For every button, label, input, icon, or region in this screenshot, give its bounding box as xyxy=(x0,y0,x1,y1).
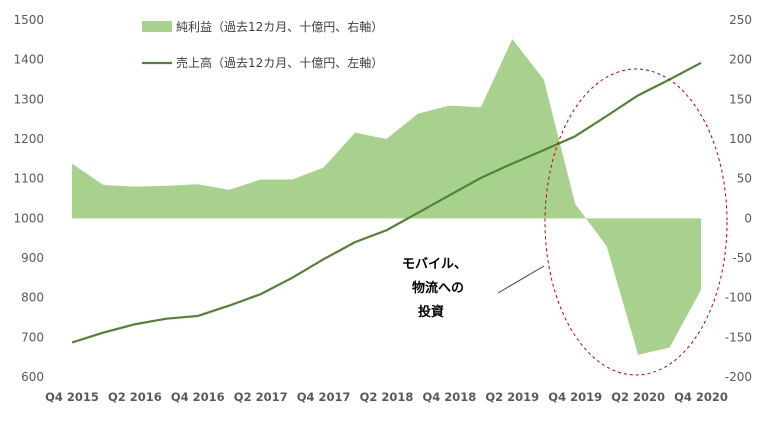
x-tick-label: Q2 2017 xyxy=(234,390,288,404)
left-tick-label: 800 xyxy=(21,291,44,305)
annotation-line-1: モバイル、 xyxy=(402,257,467,272)
right-tick-label: 150 xyxy=(729,92,752,106)
right-tick-label: 250 xyxy=(729,13,752,27)
right-axis: -200 -150 -100 -50 0 50 100 150 200 250 xyxy=(725,13,752,384)
x-axis: Q4 2015 Q2 2016 Q4 2016 Q2 2017 Q4 2017 Q2 20… xyxy=(45,390,728,404)
left-tick-label: 1400 xyxy=(13,53,44,67)
right-tick-label: 200 xyxy=(729,53,752,67)
x-tick-label: Q2 2020 xyxy=(611,390,665,404)
x-tick-label: Q4 2015 xyxy=(45,390,99,404)
left-tick-label: 600 xyxy=(21,370,44,384)
highlight-ellipse xyxy=(544,68,728,376)
legend-swatch-net-income xyxy=(142,21,172,32)
left-tick-label: 900 xyxy=(21,251,44,265)
legend: 純利益（過去12カ月、十億円、右軸） 売上高（過去12カ月、十億円、左軸） xyxy=(142,19,383,70)
right-tick-label: -150 xyxy=(725,330,752,344)
x-tick-label: Q2 2016 xyxy=(108,390,162,404)
annotation-line-2: 物流への xyxy=(412,280,464,296)
net-income-area-layer xyxy=(71,39,702,355)
annotation-line-3: 投資 xyxy=(418,304,444,320)
left-tick-label: 1000 xyxy=(13,211,44,225)
right-tick-label: -50 xyxy=(732,251,752,265)
left-tick-label: 1500 xyxy=(13,13,44,27)
right-tick-label: 50 xyxy=(737,172,752,186)
x-tick-label: Q4 2016 xyxy=(171,390,225,404)
x-tick-label: Q4 2018 xyxy=(423,390,477,404)
right-tick-label: -200 xyxy=(725,370,752,384)
right-tick-label: -100 xyxy=(725,291,752,305)
right-tick-label: 100 xyxy=(729,132,752,146)
legend-label-net-income: 純利益（過去12カ月、十億円、右軸） xyxy=(176,19,383,34)
left-tick-label: 1200 xyxy=(13,132,44,146)
legend-label-revenue: 売上高（過去12カ月、十億円、左軸） xyxy=(176,55,383,70)
x-tick-label: Q4 2020 xyxy=(674,390,728,404)
x-tick-label: Q2 2018 xyxy=(360,390,414,404)
annotation-pointer-line xyxy=(497,265,545,294)
left-axis: 600 700 800 900 1000 1100 1200 1300 1400 1500 xyxy=(13,13,44,384)
x-tick-label: Q4 2019 xyxy=(548,390,602,404)
left-tick-label: 1100 xyxy=(13,172,44,186)
x-tick-label: Q2 2019 xyxy=(485,390,539,404)
x-tick-label: Q4 2017 xyxy=(297,390,351,404)
revenue-line-layer xyxy=(71,61,702,344)
left-tick-label: 700 xyxy=(21,330,44,344)
right-tick-label: 0 xyxy=(744,211,752,225)
annotation: モバイル、 物流への 投資 xyxy=(402,257,467,320)
left-tick-label: 1300 xyxy=(13,92,44,106)
net-income-area xyxy=(72,39,701,355)
